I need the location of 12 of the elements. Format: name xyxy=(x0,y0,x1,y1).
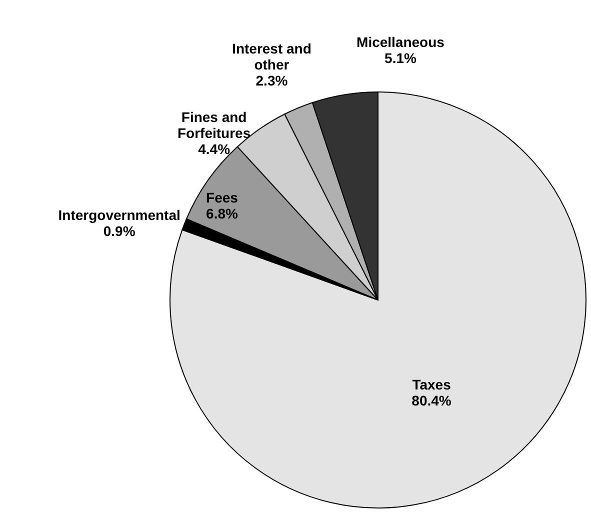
data-label: 2.3% xyxy=(256,72,288,89)
slice-label: Taxes xyxy=(412,376,452,393)
slice-label: Intergovernmental xyxy=(58,206,180,223)
slice-label: Fees xyxy=(206,190,238,206)
data-label: 5.1% xyxy=(384,50,417,66)
data-label: 4.4% xyxy=(198,140,231,157)
slice-label: Fines and Forfeitures xyxy=(178,108,251,141)
slice-label: Micellaneous xyxy=(356,34,445,50)
data-label: 80.4% xyxy=(412,392,452,409)
data-label: 0.9% xyxy=(103,222,136,239)
slice-label: Interest and other xyxy=(232,40,312,73)
data-label: 6.8% xyxy=(206,206,239,222)
